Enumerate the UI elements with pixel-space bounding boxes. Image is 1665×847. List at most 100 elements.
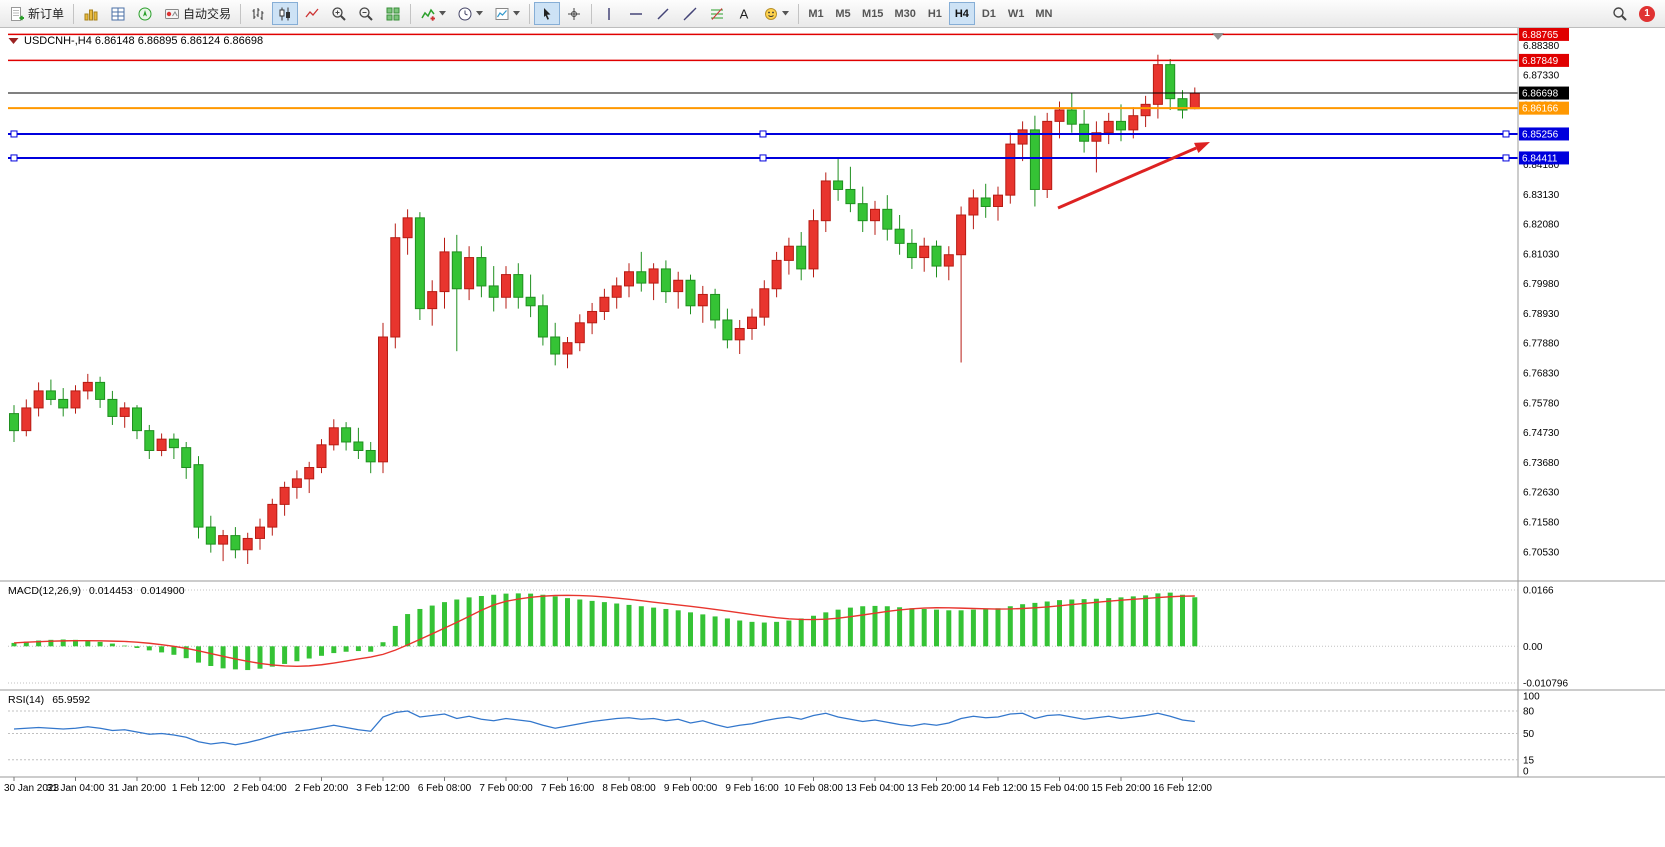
hline-6.84411[interactable] [8, 154, 1518, 162]
vertical-line-icon [601, 6, 617, 22]
trend-arrow-annotation[interactable] [1057, 142, 1210, 210]
notification-badge[interactable]: 1 [1639, 5, 1655, 22]
price-tag [1519, 127, 1569, 141]
rsi-panel: 100 80 50 150 [8, 692, 1540, 778]
template-icon [494, 6, 510, 22]
svg-text:6.71580: 6.71580 [1523, 517, 1560, 528]
svg-text:2 Feb 04:00: 2 Feb 04:00 [233, 783, 287, 794]
tile-windows-button[interactable] [380, 2, 406, 25]
toolbar-search-button[interactable] [1607, 2, 1633, 25]
line-handle[interactable] [759, 154, 767, 162]
bar-chart-mode-button[interactable] [245, 2, 271, 25]
svg-text:6.84180: 6.84180 [1523, 160, 1560, 171]
price-chart[interactable]: 6.883806.873306.862806.852306.841806.831… [0, 28, 1665, 797]
trendline-tool-button[interactable] [650, 2, 676, 25]
toolbar-separator [240, 3, 242, 24]
cursor-tool-button[interactable] [534, 2, 561, 25]
macd-indicator-label: MACD(12,26,9) 0.014453 0.014900 [8, 585, 185, 597]
price-tag [1519, 28, 1569, 41]
timeframe-w1-button[interactable]: W1 [1003, 2, 1030, 25]
svg-text:6.88380: 6.88380 [1523, 41, 1560, 52]
zoom-in-button[interactable] [326, 2, 352, 25]
symbol-dropdown-icon[interactable] [8, 37, 19, 45]
autotrading-button[interactable]: 自动交易 [159, 2, 236, 25]
timeframe-d1-button[interactable]: D1 [976, 2, 1002, 25]
market-watch-button[interactable] [105, 2, 131, 25]
price-axis[interactable]: 6.883806.873306.862806.852306.841806.831… [1523, 41, 1560, 558]
timeframe-h1-button[interactable]: H1 [922, 2, 948, 25]
fibonacci-tool-button[interactable] [704, 2, 730, 25]
svg-text:6.82080: 6.82080 [1523, 220, 1560, 231]
navigator-icon [137, 6, 153, 22]
chart-shift-marker-icon[interactable] [1212, 33, 1224, 40]
svg-text:6.85256: 6.85256 [1522, 129, 1559, 140]
templates-button[interactable] [489, 2, 525, 25]
line-handle[interactable] [10, 130, 18, 138]
channel-tool-button[interactable] [677, 2, 703, 25]
zoom-out-button[interactable] [353, 2, 379, 25]
chart-window: 6.883806.873306.862806.852306.841806.831… [0, 28, 1665, 847]
crosshair-tool-button[interactable] [561, 2, 587, 25]
autotrading-icon [164, 6, 180, 22]
timeframe-m5-button[interactable]: M5 [830, 2, 856, 25]
macd-panel: 0.0166 0.00 -0.010796 [8, 585, 1568, 689]
line-handle[interactable] [1502, 154, 1510, 162]
price-tag [1519, 53, 1569, 67]
candlestick-mode-button[interactable] [272, 2, 299, 25]
search-icon [1612, 6, 1628, 22]
svg-text:6.81030: 6.81030 [1523, 249, 1560, 260]
svg-text:6.78930: 6.78930 [1523, 309, 1560, 320]
line-handle[interactable] [10, 154, 18, 162]
svg-text:0.00: 0.00 [1523, 642, 1543, 653]
timeframe-m15-button[interactable]: M15 [857, 2, 888, 25]
timeframe-m30-button[interactable]: M30 [889, 2, 920, 25]
svg-text:7 Feb 00:00: 7 Feb 00:00 [479, 783, 533, 794]
timeframe-mn-button[interactable]: MN [1030, 2, 1057, 25]
svg-text:15 Feb 20:00: 15 Feb 20:00 [1092, 783, 1151, 794]
svg-text:6.73680: 6.73680 [1523, 458, 1560, 469]
svg-text:13 Feb 20:00: 13 Feb 20:00 [907, 783, 966, 794]
toolbar: 新订单 自动交易 A M1 M5 M15 M30 H1 H4 D1 W1 MN … [0, 0, 1665, 28]
chevron-down-icon [782, 11, 790, 16]
horizontal-line-tool-button[interactable] [623, 2, 649, 25]
new-chart-button[interactable] [78, 2, 104, 25]
svg-text:6.88765: 6.88765 [1522, 30, 1559, 41]
svg-text:31 Jan 20:00: 31 Jan 20:00 [108, 783, 166, 794]
svg-text:6.83130: 6.83130 [1523, 190, 1560, 201]
svg-text:6 Feb 08:00: 6 Feb 08:00 [418, 783, 472, 794]
line-handle[interactable] [1502, 130, 1510, 138]
new-order-button[interactable]: 新订单 [4, 2, 69, 25]
new-order-icon [9, 6, 25, 22]
price-tags: 6.88765 6.87849 6.86698 6.86166 6.85256 6.844… [1519, 28, 1569, 165]
line-chart-mode-button[interactable] [299, 2, 325, 25]
chevron-down-icon [439, 11, 447, 16]
line-handle[interactable] [759, 130, 767, 138]
periods-button[interactable] [452, 2, 488, 25]
svg-text:1 Feb 12:00: 1 Feb 12:00 [172, 783, 226, 794]
rsi-value: 65.9592 [52, 694, 91, 706]
text-tool-button[interactable]: A [731, 2, 757, 25]
svg-text:6.84411: 6.84411 [1522, 153, 1558, 164]
svg-text:6.86166: 6.86166 [1522, 104, 1559, 115]
rsi-indicator-label: RSI(14) 65.9592 [8, 694, 90, 706]
cursor-icon [539, 6, 555, 22]
new-chart-icon [83, 6, 99, 22]
arrows-tool-button[interactable] [758, 2, 794, 25]
svg-text:6.70530: 6.70530 [1523, 547, 1560, 558]
svg-text:6.87330: 6.87330 [1523, 71, 1560, 82]
macd-name: MACD(12,26,9) [8, 585, 81, 597]
zoom-out-icon [358, 6, 374, 22]
navigator-button[interactable] [132, 2, 158, 25]
vertical-line-tool-button[interactable] [596, 2, 622, 25]
horizontal-line-icon [628, 6, 644, 22]
timeframe-h4-button[interactable]: H4 [948, 2, 975, 25]
chart-title-text: USDCNH-,H4 6.86148 6.86895 6.86124 6.866… [24, 35, 264, 47]
svg-text:9 Feb 00:00: 9 Feb 00:00 [664, 783, 718, 794]
indicators-button[interactable] [415, 2, 451, 25]
hline-6.85256[interactable] [8, 130, 1518, 138]
chevron-down-icon [476, 11, 484, 16]
svg-text:50: 50 [1523, 729, 1535, 740]
price-tag [1519, 86, 1569, 100]
timeframe-m1-button[interactable]: M1 [803, 2, 829, 25]
